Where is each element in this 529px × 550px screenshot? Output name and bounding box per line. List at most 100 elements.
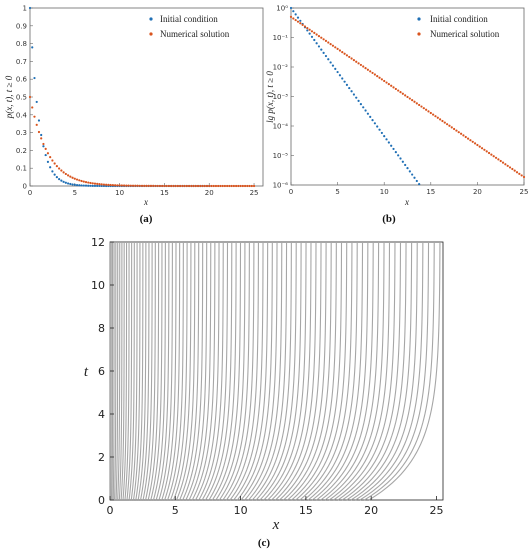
numerical-solution-point (364, 67, 367, 70)
initial-condition-point (366, 112, 369, 115)
y-tick-label: 0.2 (16, 147, 27, 155)
numerical-solution-point (373, 73, 376, 76)
initial-condition-point (385, 138, 388, 141)
y-axis-label-b: lg p(x, t), t ≥ 0 (265, 71, 275, 123)
x-tick-label: 10 (234, 504, 248, 517)
numerical-solution-point (443, 121, 446, 124)
initial-condition-point (46, 160, 50, 164)
x-tick-label: 5 (172, 504, 179, 517)
numerical-solution-point (320, 36, 323, 39)
numerical-solution-point (518, 172, 521, 175)
caption-c: (c) (258, 537, 271, 549)
numerical-solution-point (49, 156, 52, 159)
numerical-solution-point (181, 184, 184, 188)
initial-condition-point (343, 80, 346, 83)
numerical-solution-point (203, 184, 206, 188)
numerical-solution-point (109, 183, 112, 187)
characteristic-line (299, 241, 353, 501)
numerical-solution-point (420, 105, 423, 108)
y-tick-label: 10⁻⁵ (273, 152, 289, 160)
chart-panel-a: 0 5 10 15 20 2500.10.20.30.40.50.60.70.80.91 … (4, 5, 264, 225)
numerical-solution-point (183, 184, 186, 188)
initial-condition-point (294, 13, 297, 16)
characteristic-line (169, 242, 188, 501)
numerical-solution-point (308, 28, 311, 31)
numerical-solution-point (138, 184, 141, 187)
initial-condition-point (397, 154, 400, 157)
numerical-solution-point (62, 171, 65, 174)
numerical-solution-point (235, 184, 238, 188)
y-tick-label: 0.8 (16, 40, 27, 48)
y-tick-label: 10 (91, 279, 105, 292)
initial-condition-point (348, 86, 351, 90)
numerical-solution-point (404, 94, 407, 97)
numerical-solution-point (84, 180, 88, 184)
numerical-solution-point (154, 184, 157, 188)
numerical-solution-point (69, 175, 72, 178)
numerical-solution-point (355, 60, 358, 63)
characteristic-line (135, 242, 144, 501)
initial-condition-point (341, 77, 344, 80)
x-tick-label: 0 (28, 189, 32, 197)
initial-condition-point (84, 184, 88, 187)
numerical-solution-point (161, 184, 164, 188)
characteristic-line (191, 241, 216, 501)
initial-condition-point (51, 170, 54, 173)
x-axis-label-b: x (404, 197, 409, 207)
numerical-solution-point (201, 184, 204, 188)
x-tick-label: 20 (473, 188, 482, 196)
initial-condition-point (82, 184, 85, 187)
numerical-solution-point (427, 110, 430, 113)
x-tick-label: 20 (364, 504, 378, 517)
characteristic-line (205, 241, 233, 501)
y-tick-label: 10⁻¹ (273, 34, 289, 42)
numerical-solution-point (385, 81, 388, 84)
y-tick-label: 0 (98, 494, 105, 507)
numerical-solution-point (294, 18, 297, 22)
initial-condition-point (390, 144, 393, 147)
legend-marker-initial-a (149, 17, 153, 21)
initial-condition-point (394, 151, 397, 154)
numerical-solution-point (66, 174, 70, 177)
numerical-solution-point (497, 158, 500, 161)
y-tick-label: 0.5 (16, 94, 27, 102)
numerical-solution-point (371, 71, 374, 75)
numerical-solution-point (350, 57, 353, 60)
y-tick-label: 0.1 (16, 165, 27, 173)
numerical-solution-point (457, 131, 460, 134)
characteristic-line (316, 241, 374, 501)
numerical-solution-point (131, 184, 135, 187)
initial-condition-point (62, 180, 65, 183)
initial-condition-point (320, 48, 323, 51)
numerical-solution-point (28, 95, 32, 99)
numerical-solution-point (172, 184, 175, 188)
numerical-solution-point (324, 39, 328, 43)
characteristic-line (152, 242, 166, 501)
initial-condition-point (296, 16, 300, 19)
characteristic-line (350, 241, 418, 501)
numerical-solution-point (476, 143, 479, 147)
characteristic-line (341, 241, 407, 501)
numerical-solution-point (60, 169, 63, 172)
numerical-solution-point (120, 184, 123, 187)
numerical-solution-point (143, 184, 146, 187)
numerical-solution-point (289, 15, 293, 18)
numerical-solution-point (87, 181, 90, 184)
initial-condition-point (40, 133, 43, 137)
initial-condition-point (371, 119, 374, 122)
y-tick-label: 12 (91, 236, 105, 249)
characteristic-line (222, 241, 255, 501)
y-axis-label-a: p(x, t), t ≥ 0 (4, 75, 14, 119)
numerical-solution-point (232, 184, 235, 188)
numerical-solution-point (105, 183, 108, 186)
initial-condition-point (411, 173, 414, 176)
numerical-solution-point (122, 184, 126, 187)
characteristic-line (158, 241, 173, 501)
tick-group-a: 0 5 10 15 20 25 0 0.1 0.2 0.3 0.4 0.5 0.6 0.7 0.8 0.9 1 (16, 5, 259, 198)
numerical-solution-point (226, 184, 229, 188)
initial-condition-point (55, 176, 58, 179)
initial-condition-point (87, 184, 90, 187)
numerical-solution-point (250, 184, 253, 188)
initial-condition-point (364, 109, 367, 112)
numerical-solution-point (239, 184, 242, 188)
